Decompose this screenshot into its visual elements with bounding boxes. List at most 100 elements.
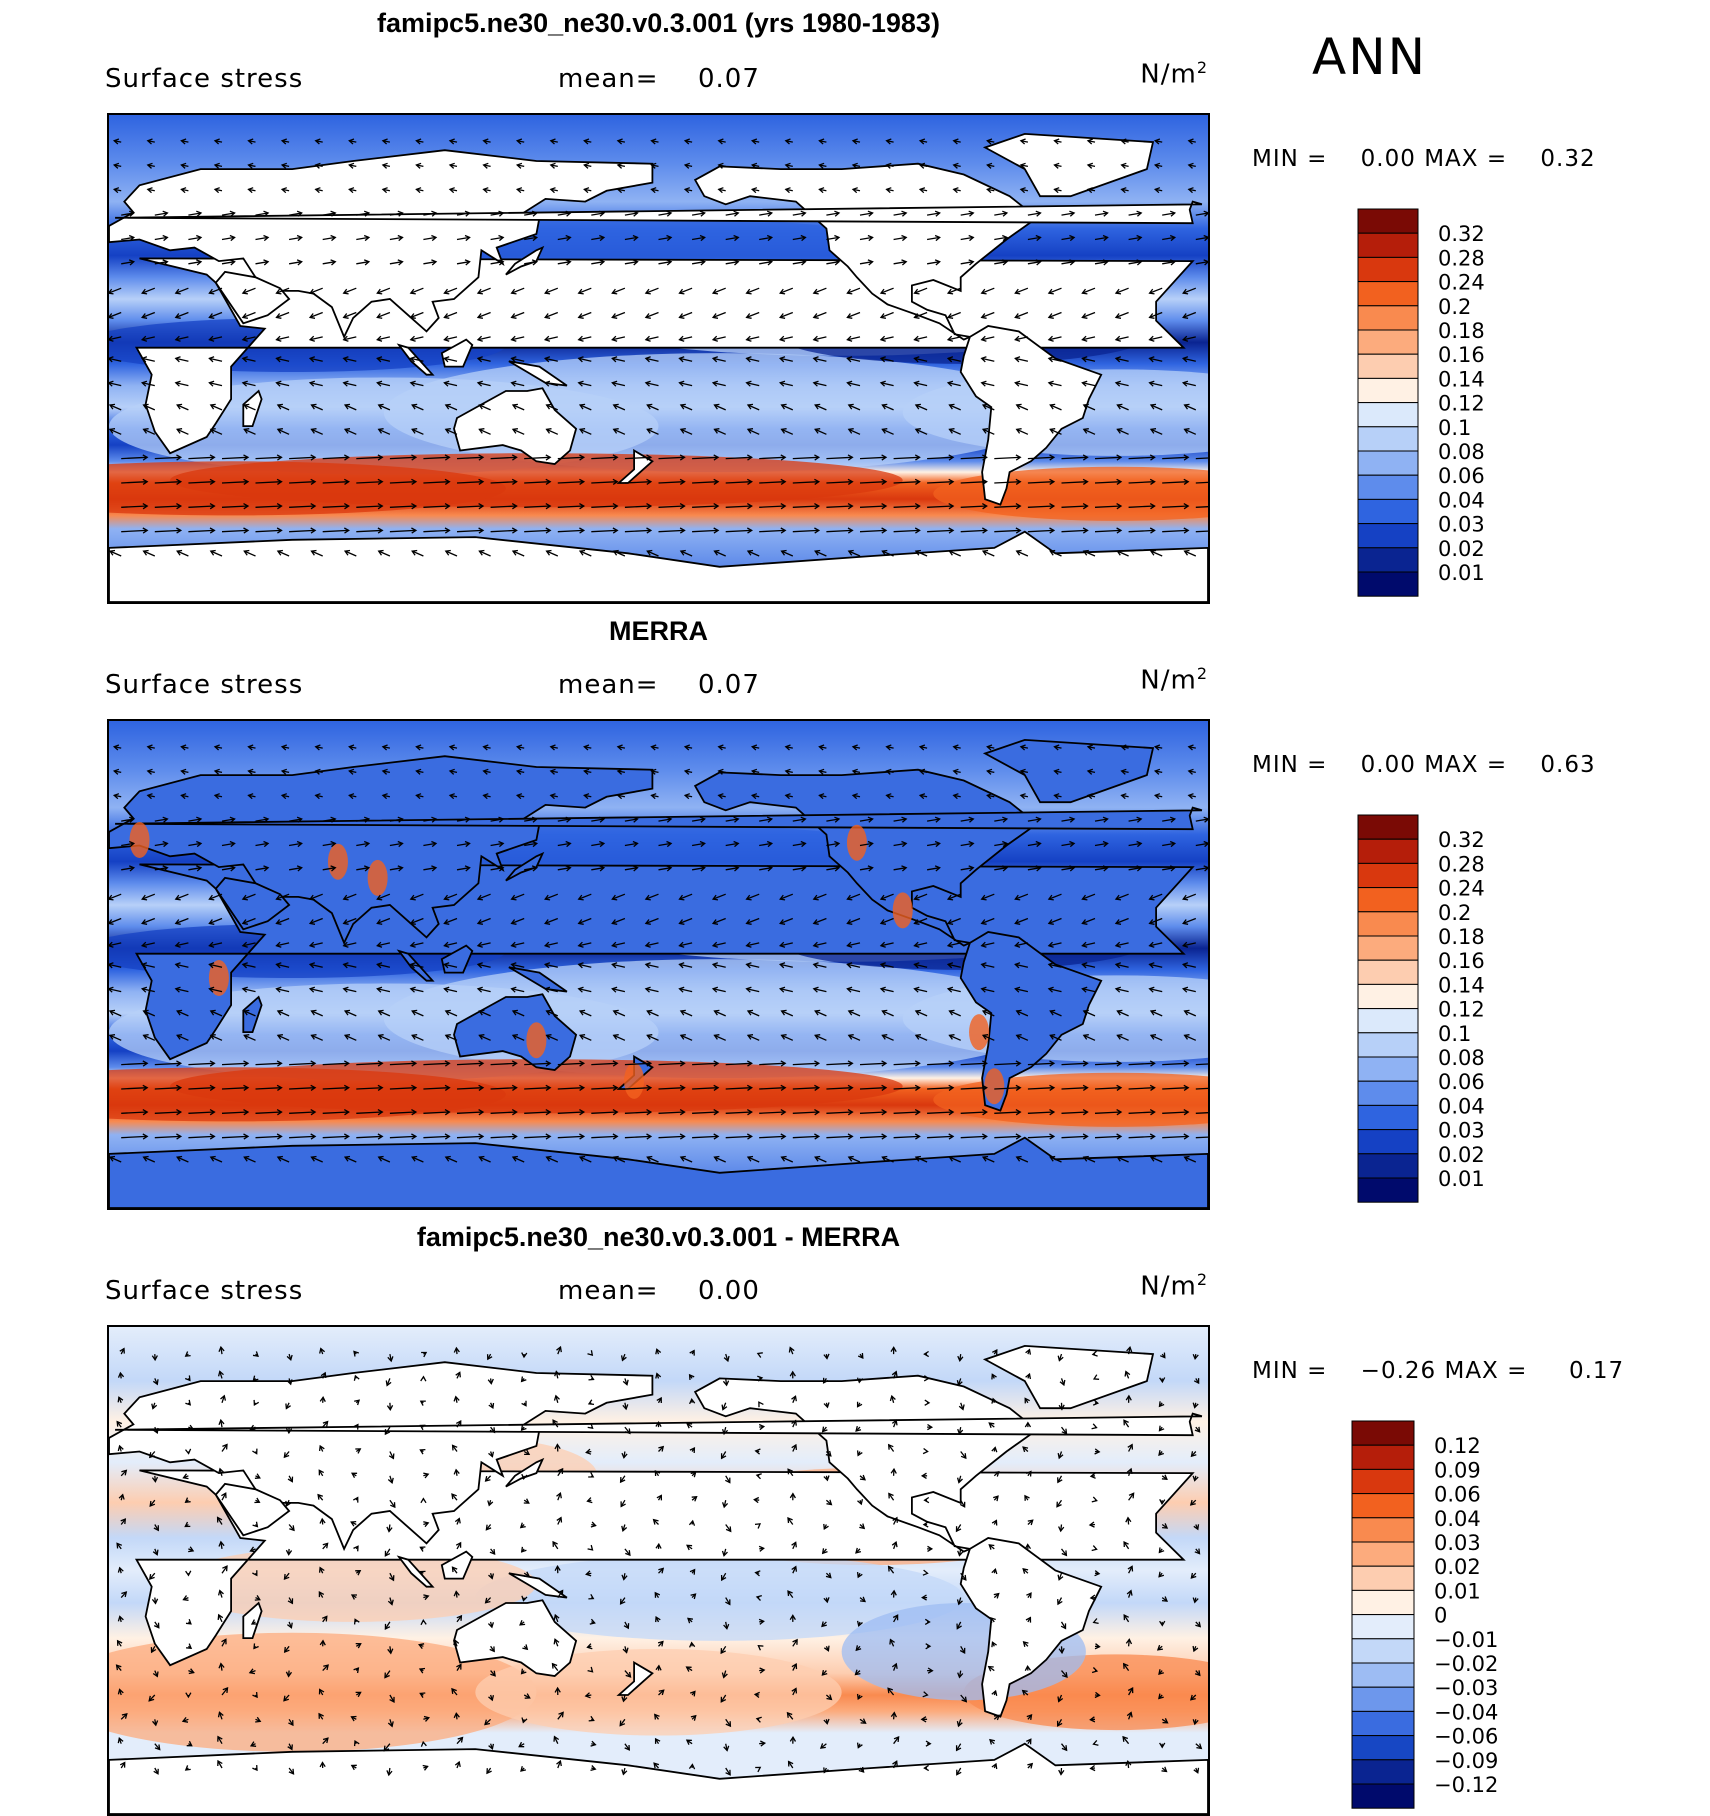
orography-3 — [368, 860, 388, 896]
colorbar-swatch-9 — [1352, 1639, 1414, 1663]
colorbar-label-3: 0.2 — [1438, 901, 1471, 925]
colorbar-swatch-5 — [1358, 936, 1418, 960]
panel-3-mean-label: mean= — [558, 1276, 659, 1306]
panel-1-min-label: MIN = — [1252, 146, 1327, 172]
colorbar-swatch-15 — [1358, 572, 1418, 596]
panel-3-minmax: MIN = −0.26 MAX = 0.17 — [1252, 1358, 1624, 1384]
colorbar-label-2: 0.24 — [1438, 271, 1485, 295]
panel-2-min-label: MIN = — [1252, 752, 1327, 778]
colorbar-label-9: 0.08 — [1438, 440, 1485, 464]
panel-1-units: N/m2 — [1140, 58, 1208, 90]
panel-2-map — [107, 719, 1210, 1210]
colorbar-label-10: 0.06 — [1438, 1070, 1485, 1094]
colorbar-label-12: 0.03 — [1438, 513, 1485, 537]
colorbar-swatch-3 — [1358, 282, 1418, 306]
orography-6 — [526, 1022, 546, 1058]
colorbar-swatch-11 — [1352, 1687, 1414, 1711]
panel-2-variable: Surface stress — [105, 670, 303, 700]
colorbar-swatch-5 — [1358, 330, 1418, 354]
colorbar-swatch-10 — [1358, 451, 1418, 475]
colorbar-swatch-7 — [1358, 378, 1418, 402]
colorbar-swatch-0 — [1358, 815, 1418, 839]
colorbar-label-6: 0.14 — [1438, 367, 1485, 391]
colorbar-swatch-15 — [1352, 1784, 1414, 1808]
colorbar-label-7: 0.12 — [1438, 998, 1485, 1022]
panel-1-mean-value: 0.07 — [698, 64, 760, 94]
panel-1-variable: Surface stress — [105, 64, 303, 94]
colorbar-label-1: 0.28 — [1438, 852, 1485, 876]
colorbar-swatch-13 — [1358, 524, 1418, 548]
colorbar-swatch-7 — [1358, 984, 1418, 1008]
colorbar-swatch-8 — [1352, 1615, 1414, 1639]
colorbar-label-9: 0.08 — [1438, 1046, 1485, 1070]
panel-3-max-label: MAX = — [1444, 1358, 1527, 1384]
colorbar-label-0: 0.32 — [1438, 828, 1485, 852]
colorbar-label-4: 0.18 — [1438, 319, 1485, 343]
panel-1-minmax: MIN = 0.00 MAX = 0.32 — [1252, 146, 1596, 172]
colorbar-swatch-2 — [1358, 257, 1418, 281]
colorbar-swatch-8 — [1358, 403, 1418, 427]
colorbar-swatch-6 — [1358, 960, 1418, 984]
colorbar-label-10: −0.03 — [1434, 1676, 1498, 1700]
colorbar-swatch-11 — [1358, 475, 1418, 499]
colorbar-swatch-9 — [1358, 1033, 1418, 1057]
colorbar-swatch-6 — [1352, 1566, 1414, 1590]
colorbar-swatch-14 — [1358, 1154, 1418, 1178]
colorbar-label-14: −0.12 — [1434, 1773, 1498, 1797]
panel-2-min-value: 0.00 — [1361, 752, 1416, 778]
panel-1-title: famipc5.ne30_ne30.v0.3.001 (yrs 1980-198… — [107, 8, 1210, 39]
orography-0 — [847, 825, 867, 861]
orography-4 — [328, 844, 348, 880]
colorbar-swatch-13 — [1352, 1736, 1414, 1760]
panel-1-max-label: MAX = — [1424, 146, 1507, 172]
colorbar-swatch-4 — [1358, 306, 1418, 330]
panel-3-units: N/m2 — [1140, 1270, 1208, 1302]
colorbar-label-13: −0.09 — [1434, 1749, 1498, 1773]
colorbar-label-7: 0 — [1434, 1604, 1447, 1628]
colorbar-swatch-10 — [1352, 1663, 1414, 1687]
colorbar-label-2: 0.06 — [1434, 1483, 1481, 1507]
colorbar-swatch-1 — [1358, 233, 1418, 257]
colorbar-label-3: 0.04 — [1434, 1507, 1481, 1531]
orography-8 — [893, 892, 913, 928]
panel-3-min-value: −0.26 — [1361, 1358, 1436, 1384]
colorbar-label-2: 0.24 — [1438, 877, 1485, 901]
colorbar-label-0: 0.32 — [1438, 222, 1485, 246]
colorbar-swatch-12 — [1358, 1105, 1418, 1129]
panel-2-mean-value: 0.07 — [698, 670, 760, 700]
colorbar-label-12: −0.06 — [1434, 1725, 1498, 1749]
colorbar-label-13: 0.02 — [1438, 1143, 1485, 1167]
season-label: ANN — [1312, 28, 1427, 86]
panel-3-mean-value: 0.00 — [698, 1276, 760, 1306]
colorbar-swatch-12 — [1358, 499, 1418, 523]
panel-2-max-label: MAX = — [1424, 752, 1507, 778]
panel-1-map — [107, 113, 1210, 604]
colorbar-label-4: 0.03 — [1434, 1531, 1481, 1555]
colorbar-label-5: 0.16 — [1438, 949, 1485, 973]
colorbar-label-4: 0.18 — [1438, 925, 1485, 949]
colorbar-swatch-9 — [1358, 427, 1418, 451]
panel-2-max-value: 0.63 — [1540, 752, 1595, 778]
colorbar-label-0: 0.12 — [1434, 1434, 1481, 1458]
colorbar-label-14: 0.01 — [1438, 561, 1485, 585]
colorbar-label-7: 0.12 — [1438, 392, 1485, 416]
colorbar-swatch-6 — [1358, 354, 1418, 378]
panel-3-max-value: 0.17 — [1569, 1358, 1624, 1384]
colorbar-label-8: 0.1 — [1438, 416, 1471, 440]
colorbar-swatch-14 — [1358, 548, 1418, 572]
colorbar-swatch-4 — [1352, 1518, 1414, 1542]
orography-7 — [624, 1063, 644, 1099]
colorbar-label-11: −0.04 — [1434, 1700, 1498, 1724]
colorbar-swatch-10 — [1358, 1057, 1418, 1081]
colorbar-swatch-12 — [1352, 1711, 1414, 1735]
colorbar-label-14: 0.01 — [1438, 1167, 1485, 1191]
panel-1-min-value: 0.00 — [1361, 146, 1416, 172]
colorbar-swatch-1 — [1352, 1445, 1414, 1469]
colorbar-label-1: 0.09 — [1434, 1458, 1481, 1482]
colorbar-swatch-14 — [1352, 1760, 1414, 1784]
orography-9 — [130, 822, 150, 858]
colorbar-swatch-13 — [1358, 1130, 1418, 1154]
colorbar-swatch-5 — [1352, 1542, 1414, 1566]
colorbar-label-13: 0.02 — [1438, 537, 1485, 561]
panel-2-mean-label: mean= — [558, 670, 659, 700]
